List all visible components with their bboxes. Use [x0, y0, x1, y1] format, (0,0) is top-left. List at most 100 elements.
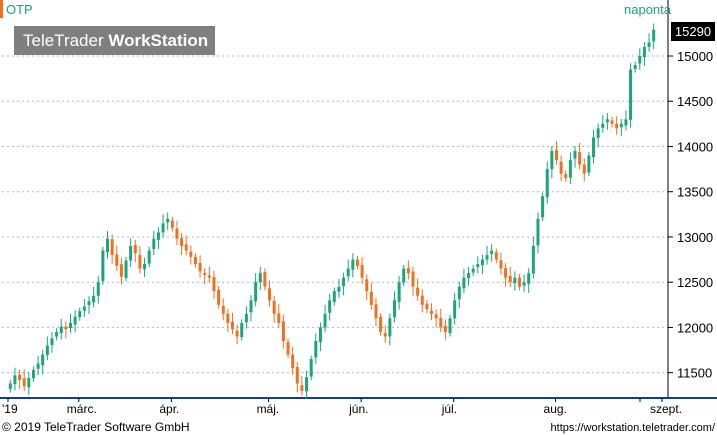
candle-body: [629, 69, 633, 120]
candle-body: [476, 264, 480, 267]
candle-body: [143, 264, 147, 270]
x-tick-label: jún.: [348, 402, 368, 416]
x-tick-label: '19: [2, 402, 18, 416]
candle-body: [522, 282, 526, 286]
candle-body: [531, 246, 535, 274]
candle-body: [434, 314, 438, 319]
symbol-label: OTP: [6, 2, 33, 17]
candle-body: [420, 295, 424, 305]
x-tick-label: máj.: [257, 402, 280, 416]
candle-body: [110, 239, 114, 256]
candle-body: [351, 259, 355, 270]
candle-body: [309, 359, 313, 377]
candle-body: [328, 300, 332, 313]
candle-body: [291, 354, 295, 369]
candle-body: [411, 271, 415, 287]
candle-body: [439, 317, 443, 328]
candle-body: [517, 277, 521, 287]
candle-body: [402, 268, 406, 283]
candle-body: [490, 250, 494, 254]
candle-body: [240, 322, 244, 338]
candle-body: [198, 263, 202, 272]
candle-body: [41, 354, 45, 366]
candle-body: [527, 273, 531, 284]
candle-body: [559, 161, 563, 174]
candle-body: [31, 369, 35, 379]
y-tick-label: 15000: [677, 49, 713, 64]
x-tick-label: júl.: [441, 402, 457, 416]
candle-body: [18, 374, 22, 380]
x-tick-label: márc.: [67, 402, 97, 416]
candle-body: [582, 164, 586, 174]
candle-body: [59, 326, 63, 334]
candle-body: [346, 268, 350, 277]
candle-body: [499, 260, 503, 269]
candle-body: [467, 273, 471, 279]
candle-body: [226, 313, 230, 323]
y-tick-label: 14000: [677, 139, 713, 154]
candle-body: [578, 152, 582, 165]
candle-body: [425, 303, 429, 310]
candle-body: [258, 273, 262, 283]
y-tick-label: 12500: [677, 275, 713, 290]
copyright-text: © 2019 TeleTrader Software GmbH: [2, 420, 190, 434]
candle-body: [170, 220, 174, 228]
candle-body: [337, 286, 341, 292]
candle-body: [87, 301, 91, 305]
candle-body: [221, 305, 225, 314]
y-tick-label: 13000: [677, 230, 713, 245]
candle-body: [254, 282, 258, 302]
candle-body: [55, 331, 59, 337]
candle-body: [647, 42, 651, 47]
candle-body: [115, 254, 119, 266]
candle-body: [152, 238, 156, 249]
candle-body: [281, 321, 285, 341]
symbol-marker: [0, 0, 3, 18]
candle-body: [133, 244, 137, 254]
candle-body: [457, 286, 461, 300]
teletrader-watermark: TeleTrader WorkStation: [14, 26, 215, 55]
candle-body: [360, 264, 364, 278]
candle-body: [244, 313, 248, 323]
candle-body: [573, 151, 577, 159]
candle-body: [383, 333, 387, 337]
candle-body: [45, 345, 49, 356]
candle-body: [82, 306, 86, 311]
y-tick-label: 12000: [677, 320, 713, 335]
candle-body: [22, 378, 26, 387]
candle-body: [189, 251, 193, 257]
candle-body: [564, 174, 568, 179]
candle-body: [249, 300, 253, 313]
candle-body: [212, 277, 216, 292]
candle-body: [485, 255, 489, 260]
candle-body: [78, 311, 82, 318]
candle-body: [68, 322, 72, 329]
candle-body: [92, 295, 96, 303]
candle-body: [217, 289, 221, 305]
candle-body: [64, 326, 68, 330]
candle-body: [106, 238, 110, 253]
candle-body: [504, 268, 508, 278]
candle-body: [295, 367, 299, 384]
candle-body: [96, 282, 100, 296]
candle-body: [138, 254, 142, 269]
candle-body: [184, 244, 188, 251]
candle-body: [27, 378, 31, 388]
candle-body: [332, 291, 336, 302]
candle-body: [314, 341, 318, 358]
candle-body: [129, 246, 133, 261]
candle-body: [462, 277, 466, 289]
x-tick-label: aug.: [544, 402, 567, 416]
candle-body: [638, 56, 642, 64]
candle-body: [119, 264, 123, 277]
candle-body: [277, 313, 281, 323]
candle-body: [166, 218, 170, 223]
candle-body: [541, 196, 545, 218]
candle-body: [73, 316, 77, 325]
candle-body: [448, 318, 452, 334]
candle-body: [554, 149, 558, 161]
candle-body: [286, 342, 290, 355]
candle-body: [550, 151, 554, 170]
candle-body: [545, 169, 549, 198]
candle-body: [592, 137, 596, 158]
